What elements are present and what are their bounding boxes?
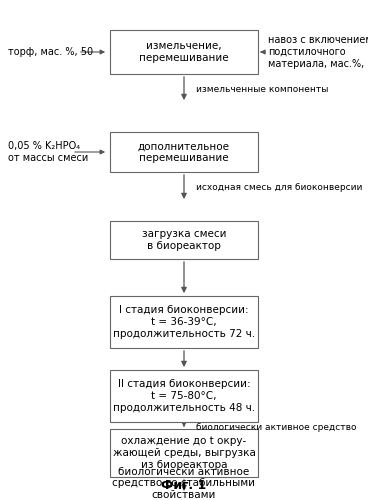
- FancyBboxPatch shape: [110, 30, 258, 74]
- Text: загрузка смеси
в биореактор: загрузка смеси в биореактор: [142, 229, 226, 251]
- Text: II стадия биоконверсии:
t = 75-80°C,
продолжительность 48 ч.: II стадия биоконверсии: t = 75-80°C, про…: [113, 380, 255, 412]
- Text: измельченные компоненты: измельченные компоненты: [196, 86, 328, 94]
- Text: измельчение,
перемешивание: измельчение, перемешивание: [139, 41, 229, 63]
- Text: дополнительное
перемешивание: дополнительное перемешивание: [138, 141, 230, 163]
- Text: Фиг. 1: Фиг. 1: [162, 479, 206, 492]
- Text: исходная смесь для биоконверсии: исходная смесь для биоконверсии: [196, 184, 362, 192]
- Text: торф, мас. %, 50: торф, мас. %, 50: [8, 47, 93, 57]
- Text: охлаждение до t окру-
жающей среды, выгрузка
из биореактора: охлаждение до t окру- жающей среды, выгр…: [113, 436, 255, 470]
- FancyBboxPatch shape: [110, 221, 258, 259]
- Text: биологически активное средство: биологически активное средство: [196, 422, 357, 432]
- FancyBboxPatch shape: [110, 429, 258, 477]
- FancyBboxPatch shape: [110, 370, 258, 422]
- Text: навоз с включением
подстилочного
материала, мас.%, 50: навоз с включением подстилочного материа…: [268, 36, 368, 68]
- Text: 0,05 % K₂HPO₄
от массы смеси: 0,05 % K₂HPO₄ от массы смеси: [8, 141, 88, 163]
- FancyBboxPatch shape: [110, 296, 258, 348]
- Text: I стадия биоконверсии:
t = 36-39°C,
продолжительность 72 ч.: I стадия биоконверсии: t = 36-39°C, прод…: [113, 306, 255, 338]
- Text: биологически активное
средство со стабильными
свойствами: биологически активное средство со стабил…: [113, 467, 255, 500]
- FancyBboxPatch shape: [110, 132, 258, 172]
